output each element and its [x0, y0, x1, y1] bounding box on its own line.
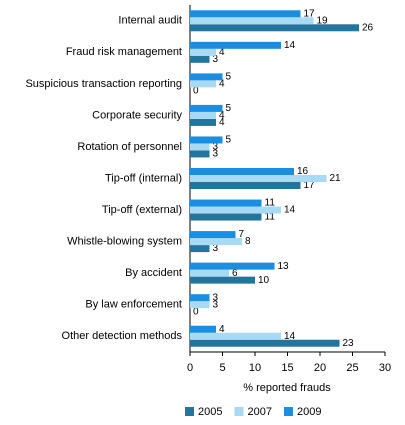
- bar: [190, 325, 216, 333]
- y-tick-label: By accident: [125, 267, 182, 279]
- value-label: 17: [304, 180, 316, 191]
- y-tick-label: Fraud risk management: [66, 46, 182, 58]
- value-label: 11: [265, 212, 276, 223]
- value-label: 3: [213, 292, 219, 303]
- value-label: 0: [193, 306, 199, 317]
- bar: [190, 150, 210, 158]
- x-tick-label: 20: [314, 362, 326, 374]
- value-label: 4: [219, 79, 225, 90]
- y-tick-label: Other detection methods: [62, 330, 183, 342]
- bar: [190, 206, 281, 214]
- bar: [190, 17, 314, 25]
- bar: [190, 245, 210, 253]
- value-label: 10: [258, 275, 270, 286]
- bar: [190, 213, 262, 221]
- y-tick-label: Tip-off (internal): [105, 172, 182, 184]
- value-label: 5: [226, 72, 232, 83]
- value-label: 14: [284, 205, 296, 216]
- bar: [190, 143, 210, 151]
- bar: [190, 48, 216, 56]
- value-label: 5: [226, 103, 232, 114]
- legend-label: 2009: [297, 406, 321, 418]
- x-tick-label: 5: [219, 362, 225, 374]
- legend-label: 2007: [247, 406, 271, 418]
- value-label: 3: [213, 142, 219, 153]
- bar: [190, 104, 223, 112]
- bar: [190, 238, 242, 246]
- value-label: 17: [304, 8, 316, 19]
- bar: [190, 199, 262, 207]
- bar: [190, 332, 281, 340]
- value-label: 21: [330, 173, 342, 184]
- bar: [190, 269, 229, 277]
- bar: [190, 41, 281, 49]
- value-label: 3: [213, 54, 219, 65]
- value-label: 0: [193, 86, 199, 97]
- value-label: 6: [232, 268, 238, 279]
- value-label: 16: [297, 166, 309, 177]
- bar: [190, 231, 236, 239]
- value-label: 3: [213, 299, 219, 310]
- legend-swatch: [234, 407, 244, 416]
- bar: [190, 80, 216, 88]
- legend-swatch: [283, 407, 293, 416]
- value-label: 26: [362, 22, 374, 33]
- value-label: 4: [219, 110, 225, 121]
- value-label: 8: [245, 236, 251, 247]
- bar: [190, 24, 359, 32]
- legend-swatch: [185, 407, 194, 416]
- bar: [190, 136, 223, 144]
- bar: [190, 182, 301, 189]
- value-label: 3: [213, 149, 219, 160]
- bar: [190, 294, 210, 302]
- value-label: 4: [219, 324, 225, 335]
- y-tick-label: Rotation of personnel: [77, 141, 182, 153]
- value-label: 3: [213, 243, 219, 254]
- x-tick-label: 10: [249, 362, 261, 374]
- value-label: 4: [219, 47, 225, 58]
- value-label: 5: [226, 135, 232, 146]
- x-tick-label: 15: [281, 362, 293, 374]
- bar: [190, 118, 216, 126]
- x-tick-label: 25: [346, 362, 358, 374]
- y-tick-label: Whistle-blowing system: [67, 235, 182, 247]
- value-label: 19: [317, 15, 329, 26]
- y-tick-label: Suspicious transaction reporting: [25, 78, 182, 90]
- value-label: 14: [284, 331, 296, 342]
- bar: [190, 175, 327, 182]
- bar: [190, 10, 301, 18]
- y-tick-label: Corporate security: [92, 109, 182, 121]
- bar: [190, 339, 340, 347]
- x-tick-label: 0: [187, 362, 193, 374]
- legend-label: 2005: [198, 406, 222, 418]
- y-tick-label: Tip-off (external): [102, 204, 182, 216]
- bar: [190, 262, 275, 270]
- bar: [190, 276, 255, 284]
- bar: [190, 73, 223, 81]
- y-tick-label: By law enforcement: [85, 299, 182, 311]
- value-label: 13: [278, 261, 290, 272]
- x-tick-label: 30: [379, 362, 391, 374]
- value-label: 14: [284, 40, 296, 51]
- bar: [190, 55, 210, 63]
- bar: [190, 301, 210, 309]
- value-label: 11: [265, 198, 276, 209]
- y-tick-label: Internal audit: [118, 15, 182, 27]
- x-axis-label: % reported frauds: [243, 382, 331, 394]
- value-label: 4: [219, 117, 225, 128]
- bar: [190, 168, 294, 175]
- bar: [190, 111, 216, 119]
- value-label: 7: [239, 229, 245, 240]
- value-label: 23: [343, 338, 355, 349]
